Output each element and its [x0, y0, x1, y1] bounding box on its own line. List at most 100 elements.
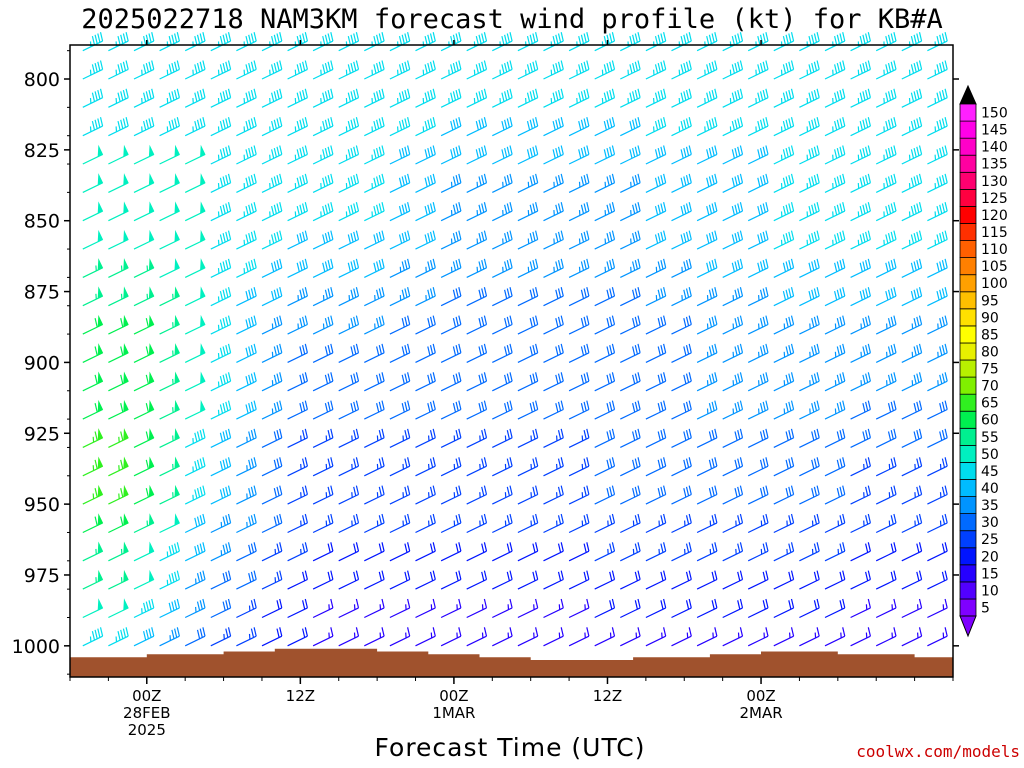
barb-tick — [609, 231, 613, 241]
barb-tick — [196, 573, 201, 583]
barb-tick — [253, 542, 257, 552]
legend-label: 120 — [981, 208, 1008, 224]
barb-tick — [936, 177, 940, 187]
barb-tick — [867, 315, 871, 325]
barb-tick — [401, 147, 405, 158]
wind-barb — [415, 230, 436, 250]
barb-tick — [788, 401, 792, 411]
barb-tick — [458, 287, 462, 297]
barb-tick — [785, 176, 789, 186]
wind-barb — [773, 570, 795, 590]
barb-tick — [427, 403, 431, 413]
wind-barb — [696, 145, 718, 165]
wind-barb — [568, 230, 590, 250]
barb-tick — [304, 598, 308, 609]
barb-tick — [609, 430, 613, 440]
barb-staff — [773, 578, 794, 590]
wind-barb — [568, 32, 590, 52]
barb-tick — [330, 400, 334, 410]
barb-staff — [594, 40, 615, 52]
barb-tick — [737, 118, 741, 128]
barb-staff — [466, 380, 487, 392]
barb-tick — [865, 146, 869, 156]
legend-swatch — [959, 188, 977, 207]
wind-barb — [312, 32, 334, 52]
barb-staff — [901, 465, 922, 477]
barb-flag — [148, 513, 155, 526]
barb-staff — [722, 522, 743, 534]
barb-staff — [261, 267, 283, 278]
barb-tick — [535, 88, 539, 98]
barb-tick — [808, 262, 812, 272]
wind-barb — [927, 457, 948, 477]
barb-tick — [407, 627, 411, 637]
barb-tick — [609, 345, 613, 355]
barb-tick — [458, 400, 462, 410]
barb-tick — [347, 64, 351, 74]
barb-staff — [620, 267, 641, 278]
barb-tick — [842, 457, 846, 467]
barb-tick — [330, 315, 334, 325]
barb-staff — [901, 323, 922, 335]
x-tick-label: 00Z — [746, 687, 775, 705]
wind-barb — [543, 485, 564, 505]
barb-tick — [176, 32, 180, 42]
barb-tick — [245, 205, 249, 216]
barb-tick — [893, 372, 897, 382]
barb-tick — [578, 92, 582, 102]
barb-tick — [219, 404, 224, 414]
barb-tick — [560, 627, 564, 637]
barb-tick — [202, 570, 206, 580]
plot-frame — [69, 44, 954, 678]
barb-staff — [773, 323, 794, 335]
barb-staff — [415, 493, 436, 505]
wind-barb — [466, 145, 488, 165]
barb-tick — [299, 147, 303, 158]
barb-tick — [250, 628, 255, 638]
barb-tick — [685, 118, 690, 128]
wind-barb — [236, 598, 257, 619]
barb-tick — [808, 149, 812, 159]
barb-tick — [506, 345, 510, 355]
barb-staff — [901, 522, 922, 534]
wind-barb — [696, 513, 718, 534]
wind-barb — [594, 598, 616, 619]
barb-tick — [663, 372, 667, 382]
wind-barb — [824, 598, 846, 619]
legend-label: 55 — [981, 430, 999, 446]
wind-barb — [747, 173, 769, 193]
barb-tick — [227, 372, 232, 382]
wind-barb — [620, 32, 641, 52]
wind-barb — [850, 88, 871, 108]
barb-staff — [415, 323, 436, 335]
barb-staff — [415, 40, 436, 52]
barb-tick — [327, 543, 331, 553]
barb-tick — [708, 459, 713, 469]
barb-staff — [875, 97, 897, 108]
barb-tick — [535, 627, 539, 637]
barb-tick — [865, 231, 869, 241]
wind-barb — [466, 32, 488, 52]
barb-tick — [347, 120, 351, 131]
barb-tick — [867, 258, 871, 268]
barb-tick — [606, 431, 610, 441]
barb-tick — [250, 600, 255, 610]
barb-tick — [759, 403, 764, 413]
barb-tick — [501, 35, 505, 46]
wind-barb — [108, 371, 129, 392]
wind-barb — [82, 60, 104, 80]
barb-staff — [517, 578, 538, 590]
barb-tick — [586, 287, 590, 297]
wind-barb — [364, 457, 385, 477]
wind-barb — [645, 32, 667, 52]
barb-tick — [174, 61, 178, 71]
wind-barb — [850, 513, 871, 534]
barb-tick — [836, 204, 840, 214]
barb-tick — [176, 60, 180, 70]
credit-link[interactable]: coolwx.com/models — [856, 742, 1020, 761]
barb-tick — [583, 345, 587, 355]
wind-barb — [875, 400, 897, 420]
barb-tick — [143, 602, 147, 612]
wind-barb — [671, 627, 692, 647]
barb-staff — [696, 238, 718, 250]
